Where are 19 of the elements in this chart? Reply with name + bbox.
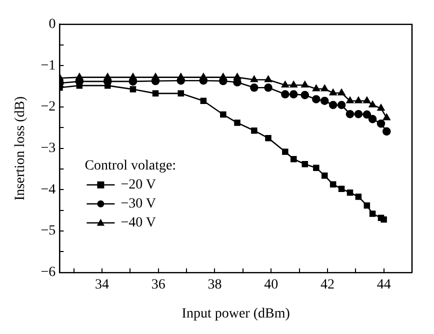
legend-label: −20 V	[120, 178, 156, 193]
x-tick-label: 40	[264, 277, 278, 292]
y-tick-label: −1	[40, 58, 56, 74]
legend-label: −40 V	[120, 216, 156, 231]
x-tick-label: 38	[208, 277, 222, 292]
legend-title: Control volatge:	[84, 158, 176, 174]
legend-label: −30 V	[120, 196, 156, 212]
y-tick-label: −4	[40, 182, 56, 198]
y-tick-label: −3	[40, 141, 56, 156]
x-tick-label: 42	[320, 277, 334, 292]
x-axis-title: Input power (dBm)	[182, 306, 290, 322]
y-tick-label: 0	[48, 17, 56, 32]
x-tick-label: 44	[376, 277, 391, 292]
y-tick-label: −6	[40, 265, 56, 280]
x-tick-label: 36	[151, 277, 166, 292]
y-tick-label: −2	[40, 100, 56, 115]
y-axis-title: Insertion loss (dB)	[13, 96, 28, 201]
y-tick-label: −5	[40, 224, 56, 239]
x-tick-label: 34	[94, 277, 109, 292]
